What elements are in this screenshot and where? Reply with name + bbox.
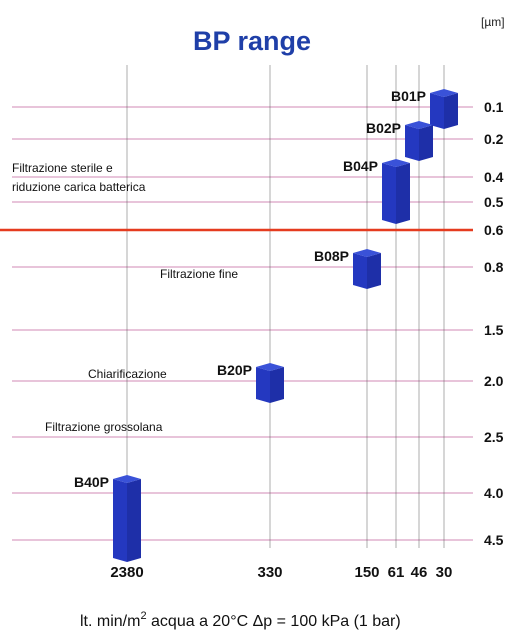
annotation: Filtrazione grossolana	[45, 420, 163, 434]
bar-face-left	[256, 367, 270, 403]
bar-b02p	[405, 121, 433, 161]
chart-title: BP range	[193, 26, 311, 56]
y-tick-label: 2.0	[484, 373, 504, 389]
bar-face-left	[405, 125, 419, 161]
bar-face-right	[127, 479, 141, 562]
annotation: Chiarificazione	[88, 367, 167, 381]
bar-face-left	[430, 93, 444, 129]
annotation: Filtrazione fine	[160, 267, 238, 281]
x-tick-label: 30	[436, 564, 453, 581]
y-tick-label: 0.2	[484, 131, 504, 147]
product-bars	[113, 89, 458, 562]
bar-cap	[382, 159, 410, 167]
bar-cap	[113, 475, 141, 483]
x-tick-label: 330	[257, 564, 282, 581]
y-tick-label: 2.5	[484, 429, 504, 445]
bar-cap	[256, 363, 284, 371]
product-label-b02p: B02P	[366, 120, 401, 136]
y-tick-label: 0.1	[484, 99, 504, 115]
product-label-b01p: B01P	[391, 88, 426, 104]
unit-label: [µm]	[481, 15, 505, 29]
annotations: Filtrazione sterile e riduzione carica ba…	[12, 161, 238, 434]
x-axis-label-rest: acqua a 20°C Δp = 100 kPa (1 bar)	[147, 613, 401, 630]
y-tick-label: 4.5	[484, 532, 504, 548]
annotation: riduzione carica batterica	[12, 180, 146, 194]
y-tick-label: 0.8	[484, 259, 504, 275]
x-tick-label: 150	[354, 564, 379, 581]
x-tick-labels: 2380 330 150 61 46 30	[110, 564, 452, 581]
bar-face-left	[113, 479, 127, 562]
y-tick-label: 0.6	[484, 222, 504, 238]
y-tick-label: 4.0	[484, 485, 504, 501]
bar-b01p	[430, 89, 458, 129]
y-tick-label: 1.5	[484, 322, 504, 338]
bar-face-right	[419, 125, 433, 161]
product-labels: B01P B02P B04P B08P B20P B40P	[74, 88, 426, 490]
bar-face-right	[396, 163, 410, 224]
y-tick-label: 0.5	[484, 194, 504, 210]
x-tick-label: 2380	[110, 564, 143, 581]
x-axis-label-main: lt. min/m	[80, 613, 140, 630]
product-label-b08p: B08P	[314, 248, 349, 264]
product-label-b40p: B40P	[74, 474, 109, 490]
y-tick-label: 0.4	[484, 169, 504, 185]
bar-cap	[430, 89, 458, 97]
bar-face-left	[353, 253, 367, 289]
x-tick-label: 61	[388, 564, 405, 581]
annotation: Filtrazione sterile e	[12, 161, 113, 175]
grid	[12, 65, 473, 548]
bar-face-right	[367, 253, 381, 289]
x-axis-label: lt. min/m2 acqua a 20°C Δp = 100 kPa (1 …	[80, 610, 401, 630]
bar-face-right	[270, 367, 284, 403]
bar-b08p	[353, 249, 381, 289]
x-axis-label-superscript: 2	[140, 610, 146, 622]
bar-face-left	[382, 163, 396, 224]
bar-face-right	[444, 93, 458, 129]
bar-cap	[353, 249, 381, 257]
product-label-b04p: B04P	[343, 158, 378, 174]
bar-b04p	[382, 159, 410, 224]
bar-cap	[405, 121, 433, 129]
bar-b40p	[113, 475, 141, 562]
x-tick-label: 46	[411, 564, 428, 581]
product-label-b20p: B20P	[217, 362, 252, 378]
bar-b20p	[256, 363, 284, 403]
y-tick-labels: 0.1 0.2 0.4 0.5 0.6 0.8 1.5 2.0 2.5 4.0 4.5	[484, 99, 504, 548]
